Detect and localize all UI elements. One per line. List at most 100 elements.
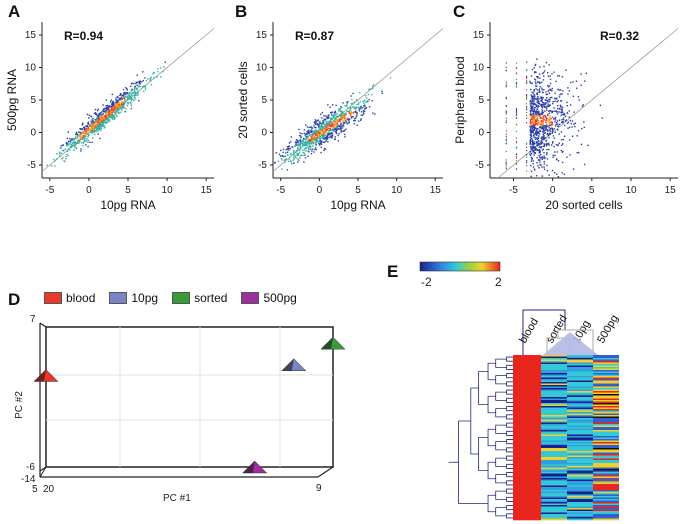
scatter-point xyxy=(538,158,540,161)
scatter-point xyxy=(290,153,292,156)
heatmap-cell xyxy=(541,454,567,456)
heatmap-cell xyxy=(567,455,593,458)
y-tick-label: -5 xyxy=(475,160,484,171)
heatmap-cell xyxy=(593,368,619,371)
scatter-point xyxy=(526,77,528,79)
scatter-point xyxy=(547,142,550,144)
heatmap-cell xyxy=(513,446,541,449)
scatter-point xyxy=(110,106,112,109)
scatter-point xyxy=(114,117,116,120)
heatmap-cell xyxy=(593,401,619,404)
scatter-point xyxy=(87,141,89,143)
scatter-point xyxy=(326,128,328,130)
scatter-point xyxy=(559,111,561,113)
scatter-point xyxy=(320,142,322,144)
scatter-point xyxy=(339,128,341,130)
scatter-point xyxy=(556,120,559,122)
scatter-point xyxy=(75,144,77,146)
scatter-point xyxy=(531,125,533,127)
scatter-point xyxy=(308,141,310,143)
scatter-point xyxy=(544,132,547,134)
scatter-point xyxy=(548,116,551,118)
scatter-point xyxy=(534,147,536,149)
scatter-point xyxy=(542,130,544,132)
heatmap-cell xyxy=(541,479,567,482)
scatter-point xyxy=(92,125,94,128)
scatter-point xyxy=(84,127,86,130)
heatmap-cell xyxy=(513,427,541,429)
panel-letter-e: E xyxy=(387,262,399,281)
scatter-point xyxy=(538,90,540,92)
scatter-point xyxy=(288,149,290,151)
heatmap-cell xyxy=(567,481,593,483)
heatmap-cell xyxy=(513,407,541,410)
scatter-point xyxy=(526,154,528,156)
heatmap-cell xyxy=(593,380,619,383)
scatter-point xyxy=(280,149,282,152)
heatmap-cell xyxy=(567,505,593,507)
scatter-point xyxy=(548,148,550,151)
scatter-point xyxy=(89,141,91,144)
scatter-point xyxy=(526,150,528,152)
scatter-point xyxy=(97,115,99,118)
scatter-point xyxy=(128,95,131,97)
scatter-point xyxy=(123,102,126,105)
scatter-point xyxy=(568,126,571,129)
scatter-point xyxy=(547,143,549,145)
heatmap-cell xyxy=(593,410,619,413)
scatter-point xyxy=(320,125,322,127)
scatter-point xyxy=(332,124,334,127)
scatter-point xyxy=(78,134,81,136)
scatter-point xyxy=(115,97,117,99)
scatter-point xyxy=(536,76,538,78)
scatter-point xyxy=(82,135,84,137)
scatter-point xyxy=(312,135,314,137)
scatter-point xyxy=(515,140,518,142)
scatter-point xyxy=(139,86,141,88)
scatter-point xyxy=(74,142,76,144)
scatter-point xyxy=(541,141,544,144)
dendrogram-branch xyxy=(506,422,513,428)
heatmap-cell xyxy=(567,427,593,429)
scatter-point xyxy=(339,108,341,110)
scatter-point xyxy=(320,113,322,116)
scatter-point xyxy=(313,130,315,132)
scatter-point xyxy=(539,161,541,163)
scatter-point xyxy=(535,120,538,122)
scatter-point xyxy=(526,69,528,71)
scatter-point xyxy=(103,108,105,110)
scatter-point xyxy=(346,110,348,113)
scatter-point xyxy=(334,113,337,116)
scatter-point xyxy=(546,153,548,156)
scatter-point xyxy=(306,143,308,145)
scatter-point xyxy=(290,152,292,155)
scatter-point xyxy=(545,106,548,108)
scatter-point xyxy=(328,120,331,122)
scatter-point xyxy=(69,146,71,148)
heatmap-cell xyxy=(513,431,541,434)
scatter-point xyxy=(346,117,349,119)
scatter-point xyxy=(307,129,310,132)
scatter-point xyxy=(117,111,119,113)
scatter-point xyxy=(541,117,543,119)
dendrogram-branch xyxy=(487,428,496,447)
scatter-point xyxy=(107,106,109,109)
heatmap-cell xyxy=(593,488,619,491)
scatter-point xyxy=(118,107,120,110)
scatter-point xyxy=(91,121,93,124)
scatter-point xyxy=(333,120,335,123)
scatter-point xyxy=(505,110,507,112)
heatmap-cell xyxy=(541,356,567,359)
x-tick-label: 15 xyxy=(665,185,677,196)
scatter-point xyxy=(336,124,338,126)
scatter-point xyxy=(130,91,132,93)
scatter-point xyxy=(86,138,88,140)
scatter-point xyxy=(66,144,68,147)
scatter-point xyxy=(555,143,558,146)
scatter-point xyxy=(141,81,143,83)
scatter-point xyxy=(526,81,528,83)
scatter-point xyxy=(505,69,507,71)
scatter-point xyxy=(551,122,554,125)
scatter-point xyxy=(299,146,302,149)
scatter-point xyxy=(515,111,518,113)
